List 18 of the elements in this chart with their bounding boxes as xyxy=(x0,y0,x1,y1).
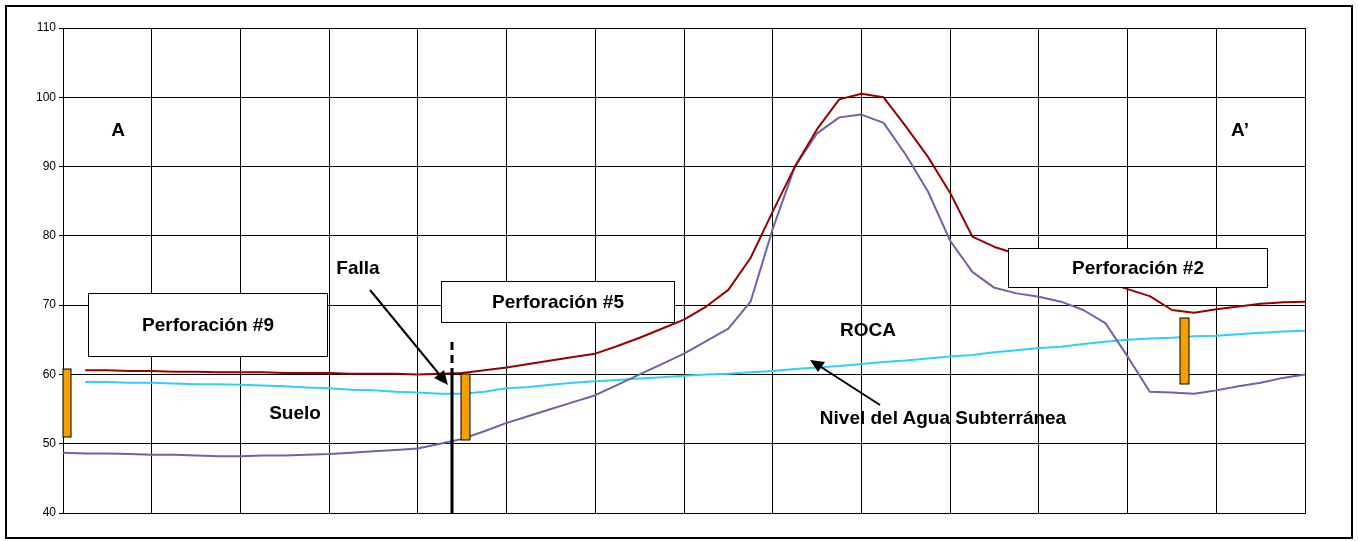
annotation: Falla xyxy=(336,257,380,279)
y-tick-label: 80 xyxy=(42,228,57,243)
annotation: A xyxy=(111,119,125,141)
annotation: A’ xyxy=(1231,119,1249,141)
annotation: Perforación #2 xyxy=(1072,257,1204,279)
annotation: Perforación #9 xyxy=(142,314,274,336)
y-tick-label: 50 xyxy=(42,436,57,451)
y-tick-label: 40 xyxy=(42,505,57,520)
annotation: Perforación #5 xyxy=(492,291,624,313)
callout-box: Perforación #5 xyxy=(441,281,675,323)
callout-box: Perforación #2 xyxy=(1008,248,1268,288)
y-tick-label: 100 xyxy=(35,89,57,104)
y-tick-label: 90 xyxy=(42,158,57,173)
callout-box: Perforación #9 xyxy=(88,293,328,357)
y-tick-label: 110 xyxy=(36,20,57,35)
y-tick-label: 60 xyxy=(42,366,57,381)
annotation: Suelo xyxy=(269,402,321,424)
y-tick-label: 70 xyxy=(42,297,57,312)
